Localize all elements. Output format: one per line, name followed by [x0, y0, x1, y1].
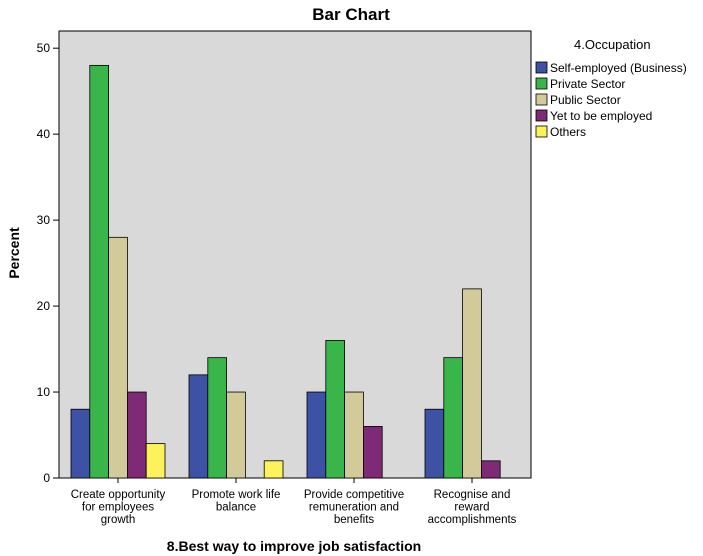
bar-2-4 — [443, 357, 463, 479]
bar-1-3 — [306, 391, 327, 479]
bars-group — [70, 64, 501, 479]
bar-1-4 — [424, 408, 445, 479]
bar-2-2 — [207, 357, 228, 479]
chart-title: Bar Chart — [312, 5, 390, 24]
y-tick-label: 30 — [37, 213, 51, 227]
x-axis-title: 8.Best way to improve job satisfaction — [167, 538, 421, 554]
bar-4-3 — [362, 426, 383, 479]
legend-label: Private Sector — [550, 77, 625, 91]
legend-swatch — [535, 109, 548, 122]
bar-1-2 — [188, 374, 209, 479]
legend-label: Yet to be employed — [550, 109, 652, 123]
bar-5-1 — [145, 443, 166, 479]
legend-title: 4.Occupation — [574, 37, 651, 52]
bar-4-4 — [480, 460, 501, 479]
legend-swatch — [535, 125, 548, 138]
legend-swatch — [535, 77, 548, 90]
legend-label: Others — [550, 125, 586, 139]
x-category-label: Provide competitive remuneration and benef… — [304, 489, 404, 526]
legend-swatch — [535, 93, 548, 106]
y-axis: 0 10 20 30 40 50 — [37, 41, 59, 485]
x-axis: Create opportunity for employees growth Pro… — [71, 478, 517, 526]
bar-5-2 — [263, 460, 284, 479]
bar-1-1 — [70, 408, 91, 479]
x-category-label: Recognise and reward accomplishments — [428, 489, 517, 526]
bar-3-3 — [344, 391, 364, 479]
y-axis-title: Percent — [6, 227, 22, 279]
bar-3-2 — [226, 391, 246, 479]
legend: 4.Occupation Self-employed (Business) Pri… — [535, 37, 687, 139]
bar-4-1 — [127, 391, 147, 479]
x-category-label: Promote work life balance — [192, 489, 281, 514]
y-tick-label: 10 — [37, 385, 51, 399]
y-tick-label: 0 — [43, 471, 50, 485]
y-tick-label: 50 — [37, 41, 51, 55]
legend-label: Self-employed (Business) — [550, 61, 687, 75]
bar-2-3 — [325, 340, 345, 479]
bar-3-4 — [462, 288, 482, 479]
y-tick-label: 20 — [37, 299, 51, 313]
legend-label: Public Sector — [550, 93, 621, 107]
bar-2-1 — [89, 64, 110, 479]
x-category-label: Create opportunity for employees growth — [71, 489, 166, 526]
bar-3-1 — [108, 236, 128, 479]
legend-swatch — [535, 61, 548, 74]
y-tick-label: 40 — [37, 127, 51, 141]
